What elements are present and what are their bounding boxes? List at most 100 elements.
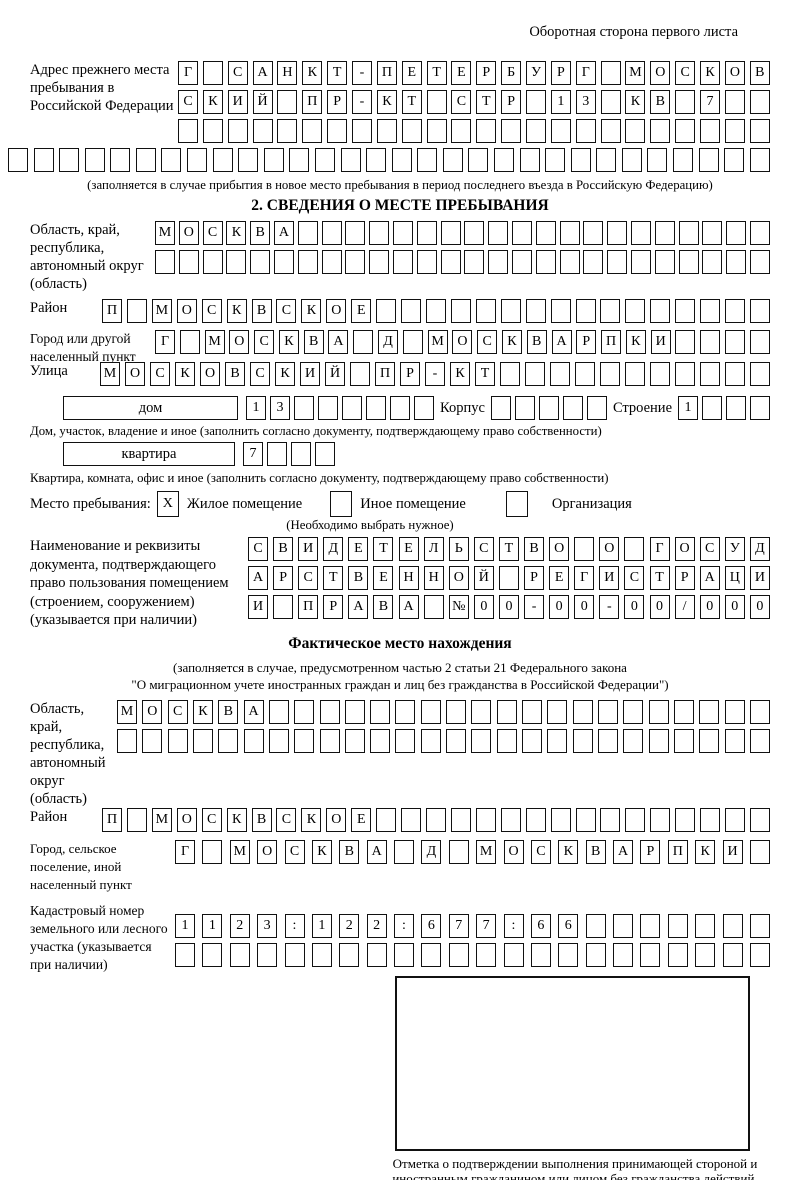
char-box[interactable] xyxy=(277,119,298,143)
char-box[interactable] xyxy=(155,250,175,274)
char-box[interactable]: Е xyxy=(373,566,394,590)
char-box[interactable] xyxy=(673,728,694,753)
char-box[interactable] xyxy=(535,250,556,274)
char-box[interactable]: О xyxy=(176,807,197,832)
char-box[interactable]: К xyxy=(695,839,716,864)
char-box[interactable]: 0 xyxy=(549,595,570,619)
char-box[interactable] xyxy=(314,148,335,172)
char-box[interactable]: О xyxy=(200,362,220,386)
char-box[interactable]: К xyxy=(450,362,470,386)
char-box[interactable] xyxy=(519,148,540,172)
char-box[interactable]: 1 xyxy=(175,913,195,938)
char-box[interactable]: В xyxy=(251,807,272,832)
char-box[interactable]: 3 xyxy=(575,90,596,114)
char-box[interactable] xyxy=(726,396,746,420)
char-box[interactable]: Г xyxy=(574,566,595,590)
char-box[interactable] xyxy=(650,299,671,323)
char-box[interactable]: 3 xyxy=(257,913,278,938)
char-box[interactable] xyxy=(607,250,628,274)
char-box[interactable] xyxy=(749,839,770,864)
char-box[interactable] xyxy=(724,330,745,354)
char-box[interactable]: К xyxy=(226,299,247,323)
char-box[interactable] xyxy=(263,148,284,172)
char-box[interactable] xyxy=(394,839,414,864)
char-box[interactable]: Р xyxy=(273,566,294,590)
char-box[interactable] xyxy=(425,299,446,323)
char-box[interactable] xyxy=(370,699,391,724)
char-box[interactable] xyxy=(273,250,294,274)
char-box[interactable]: В xyxy=(218,699,239,724)
char-box[interactable]: К xyxy=(278,330,299,354)
char-box[interactable]: К xyxy=(192,699,213,724)
char-box[interactable]: С xyxy=(178,90,198,114)
char-box[interactable] xyxy=(498,566,519,590)
char-box[interactable]: О xyxy=(125,362,145,386)
char-box[interactable]: К xyxy=(311,839,332,864)
char-box[interactable] xyxy=(607,221,628,245)
char-box[interactable]: Т xyxy=(475,362,495,386)
char-box[interactable]: С xyxy=(227,61,248,85)
char-box[interactable]: С xyxy=(201,299,222,323)
char-box[interactable]: И xyxy=(298,537,319,561)
char-box[interactable]: Ц xyxy=(724,566,745,590)
char-box[interactable] xyxy=(475,299,496,323)
char-box[interactable]: М xyxy=(151,299,172,323)
char-box[interactable] xyxy=(340,148,361,172)
char-box[interactable] xyxy=(448,839,469,864)
char-box[interactable] xyxy=(583,250,604,274)
char-box[interactable] xyxy=(327,119,348,143)
char-box[interactable] xyxy=(319,728,340,753)
char-box[interactable]: П xyxy=(375,362,395,386)
char-box[interactable]: 6 xyxy=(530,913,551,938)
char-box[interactable] xyxy=(268,699,289,724)
char-box[interactable] xyxy=(749,913,770,938)
char-box[interactable]: Д xyxy=(378,330,399,354)
char-box[interactable]: А xyxy=(366,839,387,864)
char-box[interactable]: 1 xyxy=(246,396,267,420)
char-box[interactable]: Т xyxy=(327,61,348,85)
char-box[interactable] xyxy=(702,250,723,274)
char-box[interactable] xyxy=(597,699,618,724)
char-box[interactable] xyxy=(667,913,688,938)
char-box[interactable]: Р xyxy=(550,61,571,85)
char-box[interactable]: К xyxy=(558,839,579,864)
char-box[interactable] xyxy=(302,119,323,143)
checkbox-inoe[interactable] xyxy=(330,491,353,517)
char-box[interactable] xyxy=(426,90,447,114)
char-box[interactable] xyxy=(420,728,441,753)
char-box[interactable] xyxy=(284,942,305,967)
char-box[interactable]: К xyxy=(700,61,721,85)
char-box[interactable]: А xyxy=(328,330,349,354)
char-box[interactable] xyxy=(440,221,461,245)
char-box[interactable]: Р xyxy=(476,61,497,85)
char-box[interactable] xyxy=(229,942,250,967)
char-box[interactable] xyxy=(142,728,163,753)
char-box[interactable] xyxy=(511,250,532,274)
char-box[interactable] xyxy=(84,148,105,172)
char-box[interactable]: Р xyxy=(674,566,695,590)
char-box[interactable] xyxy=(535,221,556,245)
char-box[interactable]: Г xyxy=(649,537,670,561)
char-box[interactable] xyxy=(726,250,747,274)
char-box[interactable]: В xyxy=(650,90,671,114)
char-box[interactable]: Н xyxy=(398,566,419,590)
char-box[interactable]: С xyxy=(699,537,720,561)
char-box[interactable] xyxy=(175,942,195,967)
char-box[interactable] xyxy=(749,119,770,143)
char-box[interactable]: А xyxy=(243,699,264,724)
char-box[interactable] xyxy=(440,250,461,274)
char-box[interactable] xyxy=(273,595,294,619)
char-box[interactable]: Е xyxy=(348,537,369,561)
char-box[interactable] xyxy=(366,148,387,172)
char-box[interactable] xyxy=(550,299,571,323)
char-box[interactable] xyxy=(257,942,278,967)
char-box[interactable] xyxy=(376,119,397,143)
char-box[interactable] xyxy=(724,119,745,143)
char-box[interactable] xyxy=(550,807,571,832)
char-box[interactable] xyxy=(493,148,514,172)
char-box[interactable]: К xyxy=(501,330,522,354)
char-box[interactable]: Й xyxy=(473,566,494,590)
char-box[interactable] xyxy=(267,442,287,466)
char-box[interactable]: О xyxy=(503,839,524,864)
char-box[interactable]: С xyxy=(254,330,275,354)
